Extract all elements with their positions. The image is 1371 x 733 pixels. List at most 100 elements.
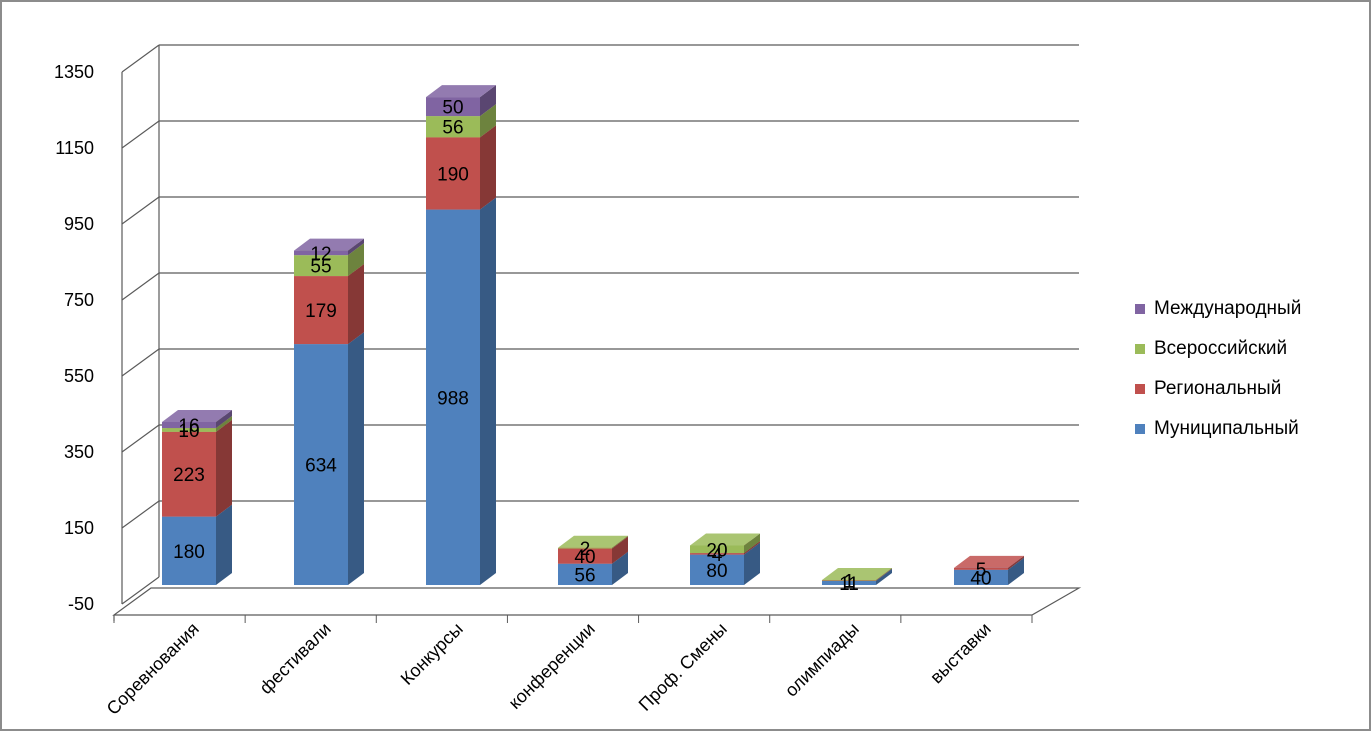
bar-segment-Всероссийский	[822, 568, 892, 581]
gridline-diagonal	[121, 348, 160, 377]
bar-top	[294, 238, 364, 251]
bar-front	[426, 209, 480, 585]
bar-side	[216, 416, 232, 432]
bar-side	[876, 568, 892, 581]
chart-floor	[112, 587, 1082, 616]
bar-top	[162, 409, 232, 422]
data-label: 988	[437, 388, 469, 409]
data-label: 55	[310, 257, 331, 278]
gridline-diagonal	[121, 500, 160, 529]
data-label: 40	[574, 547, 595, 568]
bar-side	[876, 568, 892, 585]
legend-swatch	[1135, 424, 1145, 434]
data-label: 5	[976, 560, 987, 581]
bar-side	[744, 533, 760, 554]
bar-front	[426, 97, 480, 117]
bar-side	[216, 504, 232, 585]
bar-side	[216, 409, 232, 429]
bar-side	[348, 243, 364, 277]
data-labels: 1802231016634179551298819056505640280420…	[173, 98, 991, 595]
bar-front	[558, 563, 612, 585]
bar-top	[690, 533, 760, 546]
bar-front	[162, 516, 216, 585]
data-label: 1	[844, 572, 855, 593]
bar-side	[744, 542, 760, 585]
data-label: 40	[970, 568, 991, 589]
bar-side	[480, 125, 496, 210]
y-tick-label: 350	[64, 442, 94, 462]
chart-walls	[112, 45, 1082, 623]
y-tick-label: 1350	[54, 62, 94, 82]
data-label: 12	[310, 244, 331, 265]
bar-segment-Региональный	[954, 555, 1024, 570]
bar-side	[348, 238, 364, 256]
legend-label: Региональный	[1154, 378, 1281, 399]
data-label: 2	[580, 539, 591, 560]
gridline-diagonal	[121, 196, 160, 225]
gridline-diagonal	[121, 272, 160, 301]
x-axis-categories: Соревнования фестивали Конкурсы конференции…	[103, 619, 995, 719]
data-label: 50	[442, 98, 463, 119]
x-category-label: фестивали	[256, 619, 335, 698]
legend: Международный Всероссийский Региональный Му…	[1135, 298, 1301, 439]
bar-front	[558, 547, 612, 549]
bar-segment-Международный	[426, 85, 496, 117]
bar-front	[690, 554, 744, 585]
bar-front	[162, 421, 216, 429]
data-label: 16	[178, 416, 199, 437]
bar-front	[954, 567, 1008, 570]
data-label: 190	[437, 164, 469, 185]
bar-side	[1008, 557, 1024, 585]
y-tick-label: 150	[64, 518, 94, 538]
legend-swatch	[1135, 344, 1145, 354]
x-category-label: Проф. Смены	[635, 619, 731, 715]
y-tick-label: 550	[64, 366, 94, 386]
bars	[162, 85, 1024, 585]
bar-front	[294, 344, 348, 585]
bar-front	[954, 569, 1008, 585]
gridlines	[121, 44, 1079, 605]
bar-side	[612, 536, 628, 564]
data-label: 1	[844, 571, 855, 592]
gridline-diagonal	[121, 120, 160, 149]
bar-top	[822, 568, 892, 581]
bar-front	[426, 137, 480, 210]
bar-side	[612, 535, 628, 549]
bar-front	[822, 580, 876, 581]
x-category-label: Соревнования	[103, 619, 203, 719]
bar-side	[216, 419, 232, 517]
bar-front	[822, 580, 876, 581]
x-category-label: Конкурсы	[397, 619, 467, 689]
bar-top	[558, 535, 628, 548]
data-label: 223	[173, 465, 205, 486]
legend-label: Муниципальный	[1154, 418, 1299, 439]
bar-front	[162, 431, 216, 517]
x-category-label: олимпиады	[781, 619, 863, 701]
bar-segment-Международный	[162, 409, 232, 429]
data-label: 634	[305, 456, 337, 477]
bar-front	[690, 553, 744, 555]
data-label: 11	[839, 574, 859, 595]
gridline-diagonal	[121, 424, 160, 453]
y-tick-label: 1150	[55, 138, 94, 158]
bar-side	[876, 568, 892, 581]
data-label: 80	[706, 561, 727, 582]
bar-side	[744, 541, 760, 555]
data-label: 10	[178, 421, 199, 442]
bar-side	[348, 264, 364, 345]
bar-top	[426, 85, 496, 98]
bar-front	[558, 548, 612, 564]
y-tick-label: 950	[64, 214, 94, 234]
data-label: 56	[442, 118, 463, 139]
legend-swatch	[1135, 304, 1145, 314]
bar-front	[294, 250, 348, 256]
bar-front	[294, 255, 348, 277]
y-tick-label: -50	[68, 594, 94, 614]
data-label: 56	[574, 565, 595, 586]
data-label: 20	[706, 540, 727, 561]
bar-side	[1008, 555, 1024, 570]
bar-front	[294, 276, 348, 345]
bar-front	[426, 116, 480, 138]
